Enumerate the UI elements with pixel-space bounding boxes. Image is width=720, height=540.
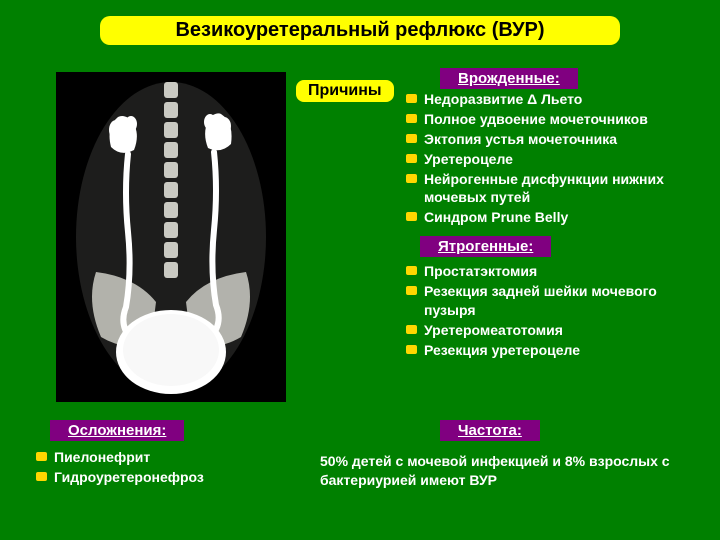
list-item: Резекция задней шейки мочевого пузыря (406, 282, 696, 320)
list-item: Резекция уретероцеле (406, 341, 696, 360)
list-item: Уретероцеле (406, 150, 696, 169)
frequency-header: Частота: (440, 420, 540, 441)
list-item: Недоразвитие Δ Льето (406, 90, 696, 109)
list-item: Нейрогенные дисфункции нижних мочевых пу… (406, 170, 696, 208)
list-item: Уретеромеатотомия (406, 321, 696, 340)
complications-header: Осложнения: (50, 420, 184, 441)
list-item: Простатэктомия (406, 262, 696, 281)
frequency-text: 50% детей с мочевой инфекцией и 8% взрос… (320, 452, 700, 490)
congenital-header: Врожденные: (440, 68, 578, 89)
iatrogenic-header: Ятрогенные: (420, 236, 551, 257)
list-item: Синдром Prune Belly (406, 208, 696, 227)
congenital-list: Недоразвитие Δ Льето Полное удвоение моч… (406, 90, 696, 228)
iatrogenic-list: Простатэктомия Резекция задней шейки моч… (406, 262, 696, 360)
list-item: Гидроуретеронефроз (36, 468, 276, 487)
xray-illustration (56, 72, 286, 402)
xray-image (56, 72, 286, 402)
complications-list: Пиелонефрит Гидроуретеронефроз (36, 448, 276, 488)
causes-label: Причины (296, 80, 394, 102)
list-item: Полное удвоение мочеточников (406, 110, 696, 129)
list-item: Эктопия устья мочеточника (406, 130, 696, 149)
main-title: Везикоуретеральный рефлюкс (ВУР) (100, 16, 620, 45)
list-item: Пиелонефрит (36, 448, 276, 467)
